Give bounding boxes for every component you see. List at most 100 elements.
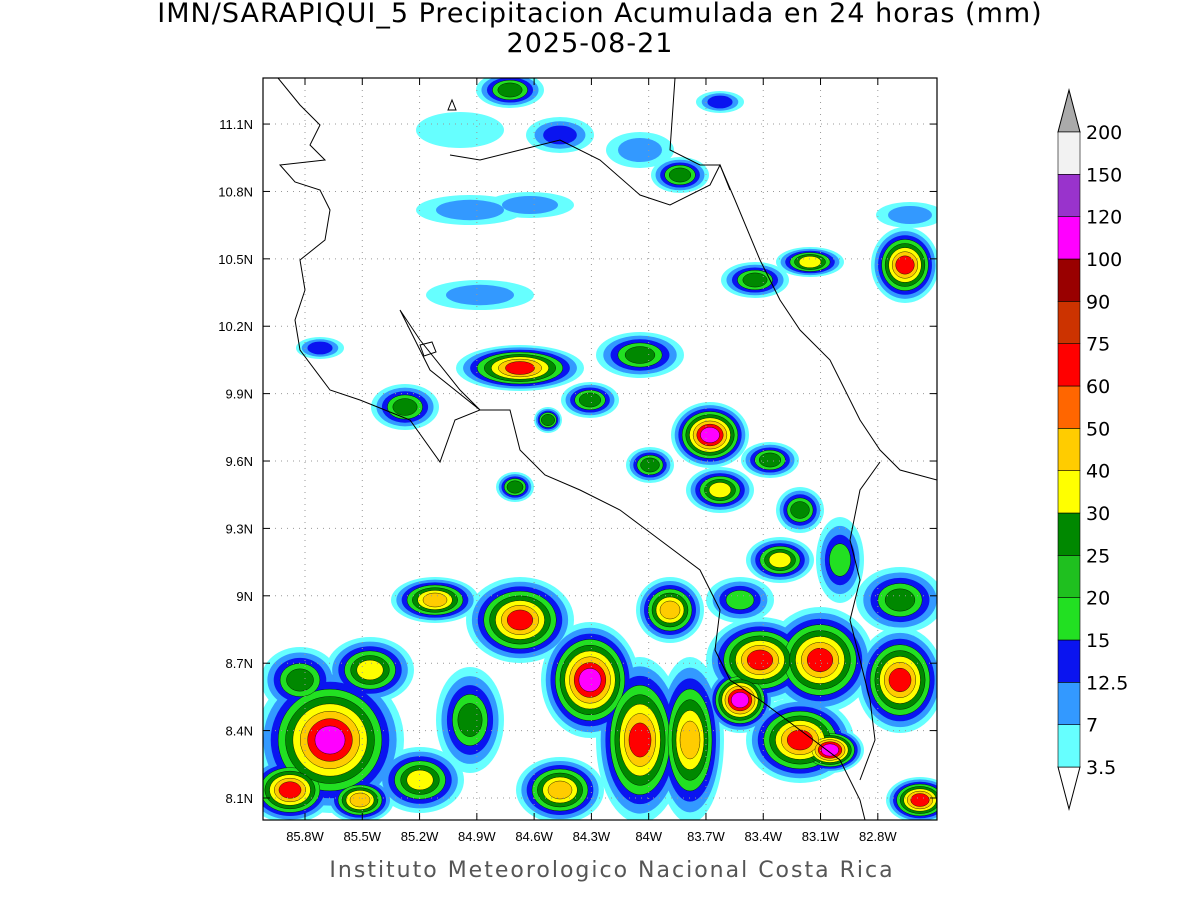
precip-contour — [506, 609, 534, 631]
precip-contour — [618, 138, 662, 162]
colorbar-label: 30 — [1086, 503, 1110, 525]
x-tick-label: 85.8W — [286, 829, 324, 844]
colorbar-label: 12.5 — [1086, 672, 1128, 694]
precip-contour — [628, 722, 652, 758]
precip-contour — [436, 199, 504, 221]
map-title: IMN/SARAPIQUI_5 Precipitacion Acumulada … — [157, 0, 1042, 29]
colorbar-box — [1057, 470, 1081, 514]
precip-contour — [707, 95, 733, 109]
y-tick-label: 10.8N — [218, 184, 253, 199]
colorbar-under — [1057, 766, 1081, 811]
colorbar-box — [1057, 682, 1081, 725]
precip-contour — [742, 272, 768, 288]
colorbar-label: 90 — [1086, 291, 1110, 313]
pacific-coast — [277, 78, 866, 820]
y-tick-label: 8.1N — [226, 791, 253, 806]
y-tick-label: 8.4N — [226, 724, 253, 739]
precip-contour — [806, 647, 834, 673]
x-tick-label: 83.4W — [744, 829, 782, 844]
footer: Instituto Meteorologico Nacional Costa R… — [329, 858, 894, 883]
coastlines — [277, 78, 937, 820]
x-tick-label: 84.6W — [515, 829, 553, 844]
precip-contour — [888, 206, 932, 224]
precip-contour — [547, 780, 573, 800]
caribbean-coast — [669, 78, 937, 481]
y-tick-label: 9N — [236, 589, 253, 604]
colorbar-box — [1057, 343, 1081, 387]
precip-contour — [659, 600, 681, 620]
precip-contour — [910, 793, 930, 807]
precip-contour — [541, 414, 555, 426]
precip-contour — [422, 592, 448, 608]
precip-contour — [786, 729, 814, 751]
precip-contour — [895, 255, 915, 275]
precip-contour — [286, 668, 314, 692]
colorbar-box — [1057, 639, 1081, 683]
precip-contour — [356, 659, 384, 681]
colorbar-box — [1057, 724, 1081, 768]
colorbar-label: 3.5 — [1086, 757, 1116, 779]
colorbar-label: 200 — [1086, 122, 1122, 144]
precip-contour — [798, 256, 822, 268]
precip-contour — [640, 457, 660, 473]
precip-contour — [790, 501, 810, 519]
island — [447, 98, 457, 111]
axes: 85.8W 85.5W 85.2W 84.9W 84.6W 84.3W 84W 83.7W 83… — [218, 78, 937, 844]
grid — [263, 78, 937, 820]
precip-contour — [679, 720, 701, 760]
colorbar-box — [1057, 512, 1081, 556]
precip-contour — [888, 667, 912, 693]
southern-border — [849, 461, 881, 781]
colorbar-label: 120 — [1086, 207, 1122, 229]
colorbar: 3.5 7 12.5 15 20 25 30 40 50 60 75 90 100 120 150 200 — [1057, 88, 1128, 811]
colorbar-label: 20 — [1086, 588, 1110, 610]
precip-contour — [758, 452, 782, 468]
colorbar-label: 25 — [1086, 545, 1110, 567]
precip-contour — [708, 482, 732, 498]
colorbar-label: 7 — [1086, 715, 1098, 737]
precip-contour — [578, 668, 602, 692]
precip-contour — [746, 649, 774, 671]
x-tick-label: 82.8W — [859, 829, 897, 844]
precip-contour — [506, 480, 524, 494]
colorbar-box — [1057, 216, 1081, 260]
x-tick-label: 85.2W — [401, 829, 439, 844]
colorbar-label: 75 — [1086, 334, 1110, 356]
precip-contour — [502, 196, 558, 214]
map-frame — [262, 77, 938, 821]
precip-contour — [700, 427, 720, 443]
colorbar-box — [1057, 301, 1081, 344]
y-tick-label: 10.2N — [218, 319, 253, 334]
precip-contour — [731, 692, 749, 708]
x-tick-label: 84.9W — [458, 829, 496, 844]
colorbar-box — [1057, 385, 1081, 429]
x-tick-label: 85.5W — [343, 829, 381, 844]
precip-contour — [457, 703, 483, 737]
northern-border — [449, 139, 731, 206]
precip-contour — [624, 346, 656, 364]
x-tick-label: 84W — [635, 829, 662, 844]
y-tick-label: 9.9N — [226, 387, 253, 402]
y-tick-label: 10.5N — [218, 252, 253, 267]
precip-contour — [446, 284, 514, 306]
y-tick-label: 8.7N — [226, 656, 253, 671]
precip-contour — [725, 590, 755, 610]
precip-contour — [543, 125, 577, 145]
precip-contour — [668, 167, 692, 183]
colorbar-box — [1057, 555, 1081, 598]
precip-contour — [884, 588, 916, 612]
precip-contour — [768, 552, 792, 568]
x-tick-label: 84.3W — [573, 829, 611, 844]
precip-contour — [416, 112, 504, 148]
colorbar-box — [1057, 174, 1081, 217]
colorbar-label: 150 — [1086, 164, 1122, 186]
precipitation-field — [263, 78, 937, 820]
precip-contour — [578, 392, 602, 408]
colorbar-label: 40 — [1086, 461, 1110, 483]
colorbar-label: 60 — [1086, 376, 1110, 398]
colorbar-box — [1057, 428, 1081, 471]
colorbar-box — [1057, 131, 1081, 175]
x-tick-label: 83.7W — [687, 829, 725, 844]
precip-contour — [392, 398, 418, 416]
precip-contour — [821, 743, 839, 757]
